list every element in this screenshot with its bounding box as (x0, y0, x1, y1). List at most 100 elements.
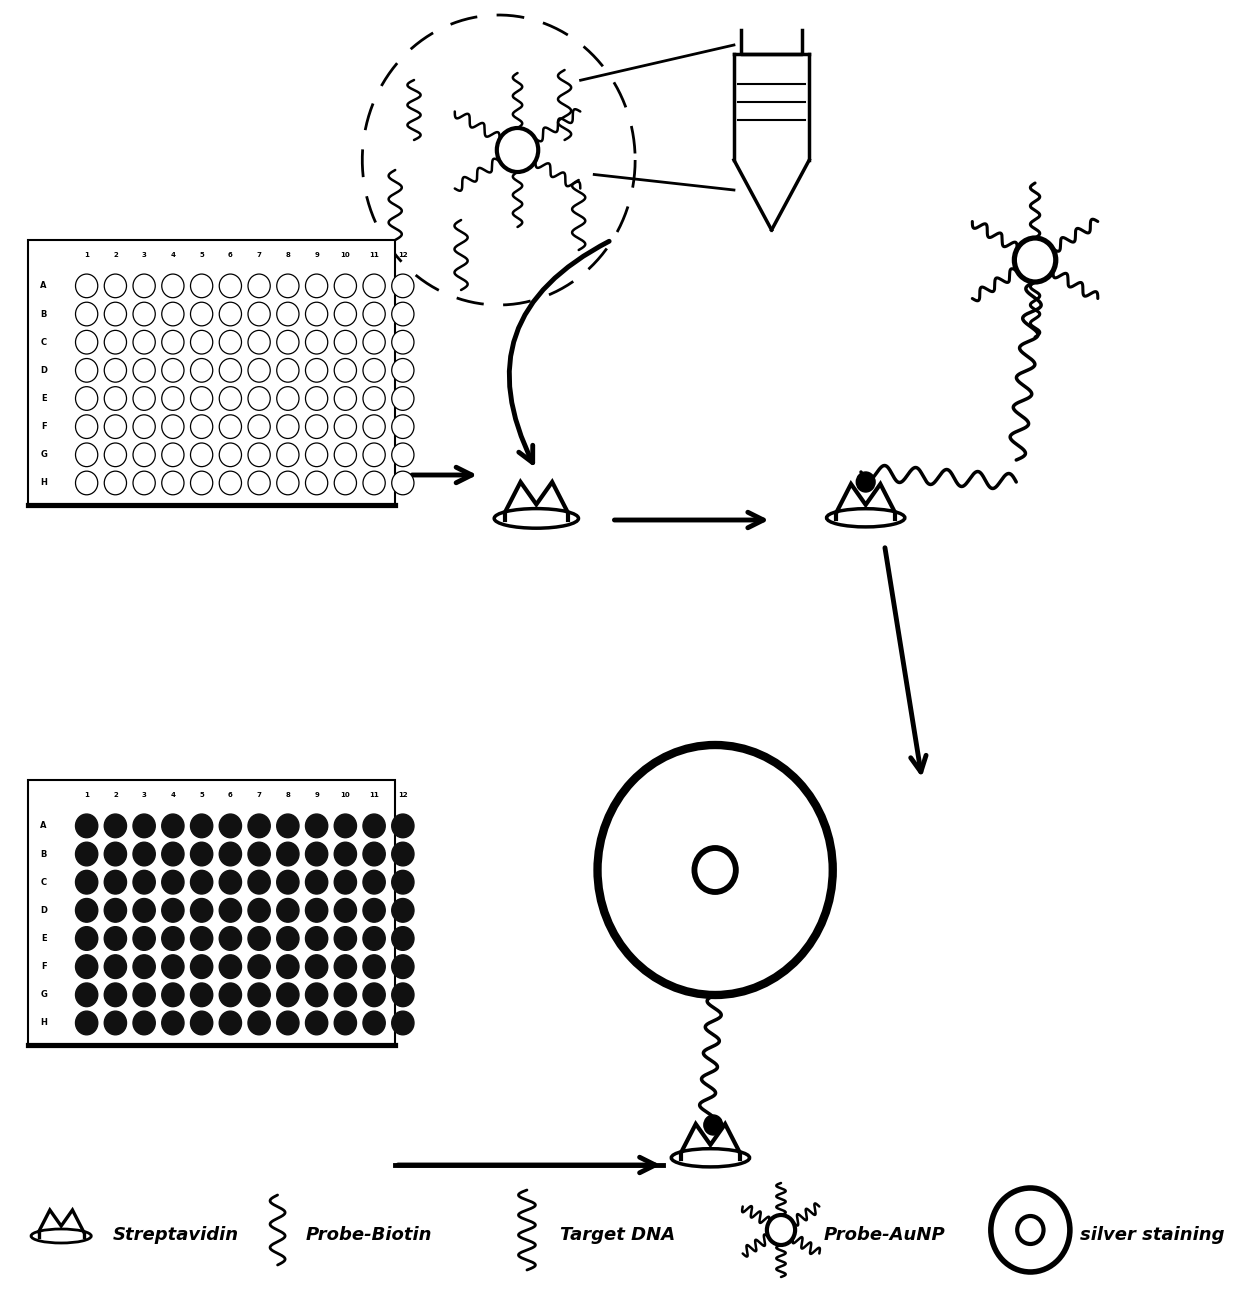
Circle shape (133, 898, 155, 922)
Text: H: H (40, 478, 47, 487)
Text: silver staining: silver staining (1080, 1226, 1225, 1243)
Circle shape (335, 387, 356, 410)
Circle shape (133, 954, 155, 979)
Circle shape (277, 1012, 299, 1035)
Text: 3: 3 (141, 792, 146, 798)
Circle shape (694, 848, 735, 892)
Circle shape (392, 273, 414, 298)
Text: 8: 8 (285, 792, 290, 798)
Circle shape (277, 302, 299, 326)
Circle shape (335, 927, 356, 950)
Text: B: B (41, 849, 47, 858)
Circle shape (363, 331, 386, 354)
Circle shape (104, 273, 126, 298)
Circle shape (305, 814, 327, 837)
Circle shape (392, 443, 414, 466)
Circle shape (363, 814, 386, 837)
Text: C: C (41, 878, 47, 887)
Text: Probe-Biotin: Probe-Biotin (306, 1226, 433, 1243)
Circle shape (248, 870, 270, 894)
Circle shape (277, 898, 299, 922)
Circle shape (305, 954, 327, 979)
Circle shape (76, 387, 98, 410)
Circle shape (133, 302, 155, 326)
Text: 1: 1 (84, 792, 89, 798)
Circle shape (219, 331, 242, 354)
Circle shape (363, 415, 386, 439)
Circle shape (104, 443, 126, 466)
Circle shape (248, 983, 270, 1006)
Circle shape (219, 443, 242, 466)
Circle shape (191, 983, 213, 1006)
Circle shape (335, 842, 356, 866)
Circle shape (104, 471, 126, 495)
Circle shape (335, 870, 356, 894)
Bar (29, 780, 396, 1046)
Text: 10: 10 (341, 792, 350, 798)
Text: 4: 4 (170, 792, 175, 798)
Circle shape (335, 331, 356, 354)
Circle shape (161, 814, 184, 837)
Circle shape (161, 331, 184, 354)
Circle shape (191, 870, 213, 894)
Circle shape (76, 954, 98, 979)
Circle shape (248, 387, 270, 410)
Circle shape (277, 358, 299, 383)
Circle shape (392, 814, 414, 837)
Circle shape (277, 983, 299, 1006)
Text: D: D (40, 906, 47, 915)
Circle shape (219, 358, 242, 383)
Circle shape (248, 1012, 270, 1035)
Text: H: H (40, 1018, 47, 1027)
Circle shape (161, 302, 184, 326)
Text: 6: 6 (228, 792, 233, 798)
Circle shape (335, 358, 356, 383)
Circle shape (76, 842, 98, 866)
Circle shape (161, 273, 184, 298)
Text: D: D (40, 366, 47, 375)
Text: C: C (41, 337, 47, 346)
Circle shape (305, 273, 327, 298)
Circle shape (704, 1115, 723, 1135)
Circle shape (248, 331, 270, 354)
Circle shape (248, 898, 270, 922)
Circle shape (277, 415, 299, 439)
Circle shape (335, 814, 356, 837)
Circle shape (392, 331, 414, 354)
Circle shape (104, 927, 126, 950)
Circle shape (104, 302, 126, 326)
Circle shape (305, 331, 327, 354)
Circle shape (305, 387, 327, 410)
Circle shape (133, 471, 155, 495)
Circle shape (191, 954, 213, 979)
Circle shape (248, 358, 270, 383)
Circle shape (392, 898, 414, 922)
Circle shape (133, 983, 155, 1006)
Circle shape (363, 954, 386, 979)
Circle shape (104, 358, 126, 383)
Circle shape (76, 415, 98, 439)
Text: 5: 5 (200, 792, 205, 798)
Text: 9: 9 (314, 251, 319, 258)
Circle shape (392, 954, 414, 979)
Circle shape (191, 927, 213, 950)
Circle shape (1017, 1216, 1044, 1243)
Circle shape (191, 273, 213, 298)
Circle shape (219, 273, 242, 298)
Circle shape (104, 870, 126, 894)
Circle shape (248, 471, 270, 495)
Circle shape (76, 358, 98, 383)
Circle shape (248, 443, 270, 466)
Circle shape (133, 1012, 155, 1035)
Text: G: G (40, 450, 47, 460)
Circle shape (191, 443, 213, 466)
Circle shape (219, 842, 242, 866)
Circle shape (363, 273, 386, 298)
Circle shape (161, 443, 184, 466)
Circle shape (392, 358, 414, 383)
Circle shape (363, 983, 386, 1006)
Text: 12: 12 (398, 251, 408, 258)
Circle shape (133, 842, 155, 866)
Circle shape (335, 302, 356, 326)
Circle shape (191, 814, 213, 837)
